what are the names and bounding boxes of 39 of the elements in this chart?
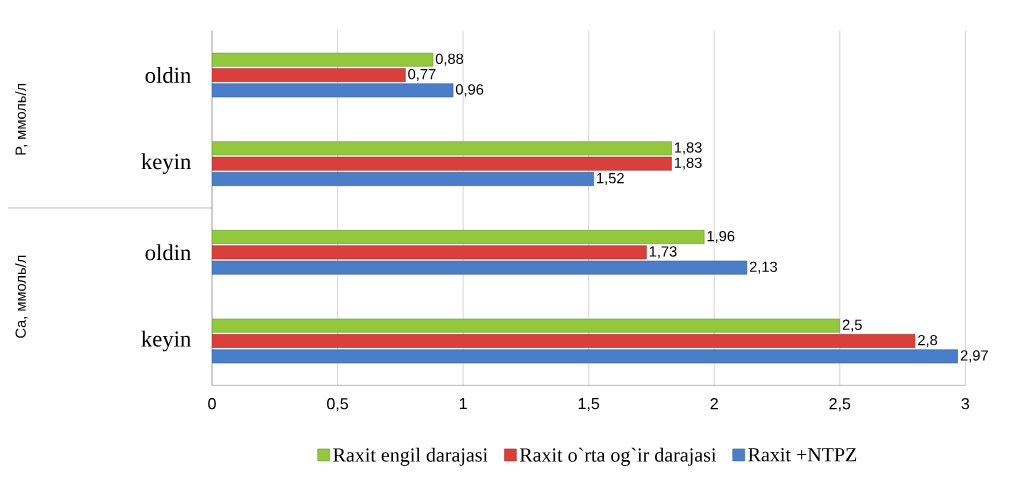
bar xyxy=(212,260,748,275)
bar xyxy=(212,83,454,98)
bar xyxy=(212,52,434,67)
x-tick-label: 1 xyxy=(459,397,467,409)
x-tick-label: 3 xyxy=(961,397,970,410)
bar xyxy=(212,318,841,333)
data-label: 1,96 xyxy=(707,230,735,243)
bar xyxy=(212,349,959,364)
data-label: 1,52 xyxy=(597,172,624,185)
data-label: 0,77 xyxy=(408,68,436,81)
legend-label: Raxit engil darajasi xyxy=(333,447,488,466)
x-tick-label: 2,5 xyxy=(829,397,851,412)
y-tick-label: keyin xyxy=(141,153,191,174)
data-label: 0,96 xyxy=(455,84,484,97)
y-tick-label: oldin xyxy=(145,66,191,83)
text: Ca, ммоль/л xyxy=(15,255,28,338)
data-label: 1,73 xyxy=(649,246,677,259)
x-tick-label: 0,5 xyxy=(327,397,348,412)
y-tick-label: keyin xyxy=(141,330,191,352)
x-tick-label: 0 xyxy=(208,397,216,410)
x-tick-label: 1,5 xyxy=(578,397,600,411)
bar xyxy=(212,156,672,171)
data-label: 2,13 xyxy=(749,261,778,274)
data-label: 0,88 xyxy=(435,53,464,66)
data-label: 2,8 xyxy=(918,334,938,347)
legend-label: Raxit o`rta og`ir darajasi xyxy=(519,447,717,466)
bar xyxy=(212,245,647,260)
y-tick-label: oldin xyxy=(145,244,191,261)
bar xyxy=(212,229,705,244)
bar xyxy=(212,333,916,348)
data-label: 2,5 xyxy=(842,319,862,332)
x-tick-label: 2 xyxy=(710,397,718,410)
data-label: 1,83 xyxy=(674,142,702,155)
text: P, ммоль/л xyxy=(15,83,28,155)
legend-label: Raxit +NTPZ xyxy=(748,447,857,462)
bar xyxy=(212,141,672,156)
data-label: 1,83 xyxy=(674,157,702,170)
data-label: 2,97 xyxy=(960,350,988,363)
bar xyxy=(212,171,594,186)
